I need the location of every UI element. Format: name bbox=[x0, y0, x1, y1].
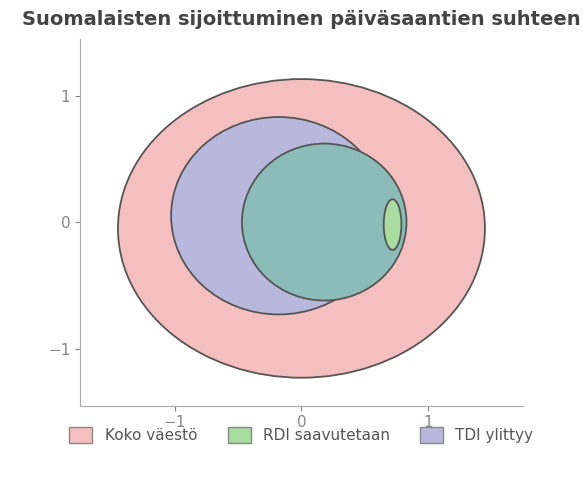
Ellipse shape bbox=[242, 144, 406, 300]
Ellipse shape bbox=[171, 117, 386, 314]
Ellipse shape bbox=[384, 200, 402, 250]
Legend: Koko väestö, RDI saavutetaan, TDI ylittyy: Koko väestö, RDI saavutetaan, TDI ylitty… bbox=[64, 421, 540, 450]
Ellipse shape bbox=[118, 79, 485, 378]
Title: Suomalaisten sijoittuminen päiväsaantien suhteen: Suomalaisten sijoittuminen päiväsaantien… bbox=[22, 10, 581, 29]
